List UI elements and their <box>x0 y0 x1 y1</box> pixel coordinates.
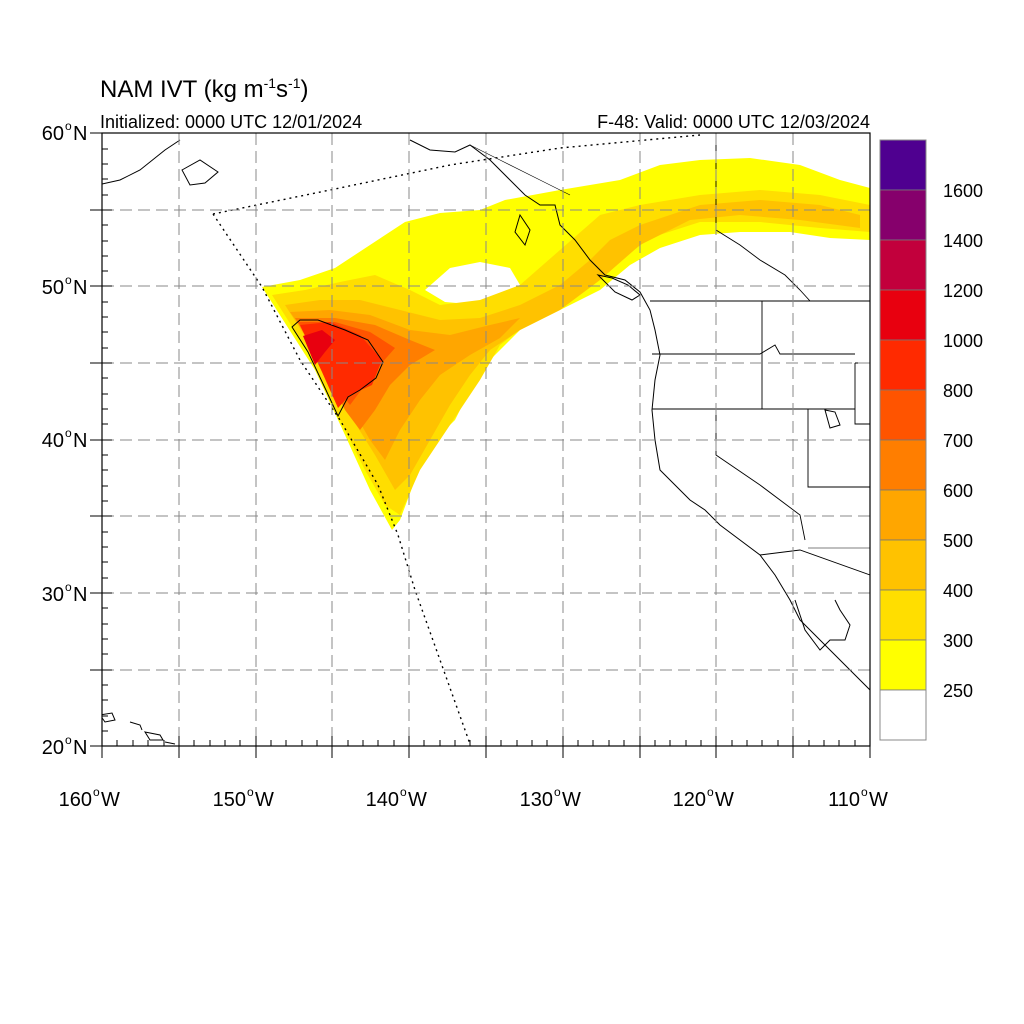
hawaii-islands <box>129 721 164 741</box>
lat-label-40: 40 <box>42 430 64 452</box>
lon-label-140: 140 <box>366 789 399 811</box>
colorbar-label-600: 600 <box>943 481 973 501</box>
colorbar-labels: 1600 1400 1200 1000 800 700 600 500 400 … <box>943 181 983 701</box>
washington-oregon-border <box>652 344 855 355</box>
lon-hemi-140: W <box>408 789 427 811</box>
colorbar-box <box>879 689 927 741</box>
kodiak-island <box>181 159 219 186</box>
plot-area <box>102 133 870 746</box>
political-borders <box>469 135 870 576</box>
north-america-coast <box>409 139 870 691</box>
colorbar-label-300: 300 <box>943 631 973 651</box>
colorbar-box <box>879 189 927 241</box>
baja-gulf-coast <box>794 599 851 651</box>
initialized-label: Initialized: 0000 UTC 12/01/2024 <box>100 112 362 132</box>
lon-hemi-160: W <box>101 789 120 811</box>
us-mexico-border <box>759 549 870 576</box>
map-title: NAM IVT (kg m-1s-1) <box>100 75 308 103</box>
lat-hemi-40: N <box>73 430 87 452</box>
alaska-coast <box>102 139 181 185</box>
colorbar-box <box>879 239 927 291</box>
colorbar-label-1400: 1400 <box>943 231 983 251</box>
colorbar-label-1600: 1600 <box>943 181 983 201</box>
lat-hemi-30: N <box>73 584 87 606</box>
lon-hemi-110: W <box>869 789 888 811</box>
colorbar-box <box>879 339 927 391</box>
ivt-1000-region <box>303 330 335 365</box>
colorbar-label-1000: 1000 <box>943 331 983 351</box>
lat-hemi-60: N <box>73 123 87 145</box>
colorbar-box <box>879 389 927 441</box>
lon-label-130: 130 <box>520 789 553 811</box>
lat-degree-40: o <box>65 426 72 440</box>
colorbar-label-700: 700 <box>943 431 973 451</box>
lon-hemi-120: W <box>715 789 734 811</box>
lon-label-150: 150 <box>213 789 246 811</box>
lon-label-110: 110 <box>828 789 860 811</box>
lat-degree-30: o <box>65 580 72 594</box>
colorbar-box <box>879 639 927 691</box>
colorbar-label-250: 250 <box>943 681 973 701</box>
colorbar-box <box>879 439 927 491</box>
ivt-400-region <box>285 200 860 490</box>
latitude-labels: 60 o N 50 o N 40 o N 30 o N 20 o N <box>42 119 88 759</box>
lon-hemi-130: W <box>562 789 581 811</box>
lat-label-30: 30 <box>42 584 64 606</box>
colorbar-boxes <box>879 139 927 741</box>
alaska-bc-border <box>469 144 571 196</box>
lon-degree-110: o <box>861 785 868 799</box>
california-nevada-border <box>715 409 806 541</box>
lat-hemi-20: N <box>73 737 87 759</box>
longitude-labels: 160 o W 150 o W 140 o W 130 o W 120 o W … <box>59 785 888 811</box>
lon-degree-120: o <box>707 785 714 799</box>
lat-degree-20: o <box>65 733 72 747</box>
colorbar-box <box>879 139 927 191</box>
colorbar-box <box>879 489 927 541</box>
colorbar-label-500: 500 <box>943 531 973 551</box>
lake-outline <box>824 409 841 429</box>
graticule <box>102 133 870 746</box>
colorbar-box <box>879 539 927 591</box>
lon-degree-140: o <box>400 785 407 799</box>
model-domain-boundary <box>212 134 701 745</box>
idaho-montana-border <box>854 362 870 425</box>
lon-hemi-150: W <box>255 789 274 811</box>
lat-degree-60: o <box>65 119 72 133</box>
coastlines <box>102 139 870 745</box>
colorbar-box <box>879 589 927 641</box>
kauai-island <box>102 712 116 723</box>
colorbar-label-1200: 1200 <box>943 281 983 301</box>
lat-label-50: 50 <box>42 277 64 299</box>
ivt-shading <box>262 158 870 530</box>
colorbar-box <box>879 289 927 341</box>
lon-degree-150: o <box>247 785 254 799</box>
haida-gwaii <box>514 213 531 247</box>
colorbar: 1600 1400 1200 1000 800 700 600 500 400 … <box>879 139 983 741</box>
nevada-utah-border <box>807 409 870 488</box>
big-island <box>164 741 176 745</box>
ivt-contour-line <box>291 319 384 418</box>
lon-degree-130: o <box>554 785 561 799</box>
lat-label-60: 60 <box>42 123 64 145</box>
lat-label-20: 20 <box>42 737 64 759</box>
axis-ticks <box>90 132 871 758</box>
lon-degree-160: o <box>93 785 100 799</box>
lon-label-120: 120 <box>673 789 706 811</box>
colorbar-label-800: 800 <box>943 381 973 401</box>
colorbar-frame <box>879 139 927 741</box>
lon-label-160: 160 <box>59 789 92 811</box>
lat-hemi-50: N <box>73 277 87 299</box>
colorbar-label-400: 400 <box>943 581 973 601</box>
lat-degree-50: o <box>65 273 72 287</box>
valid-time-label: F-48: Valid: 0000 UTC 12/03/2024 <box>597 112 870 132</box>
